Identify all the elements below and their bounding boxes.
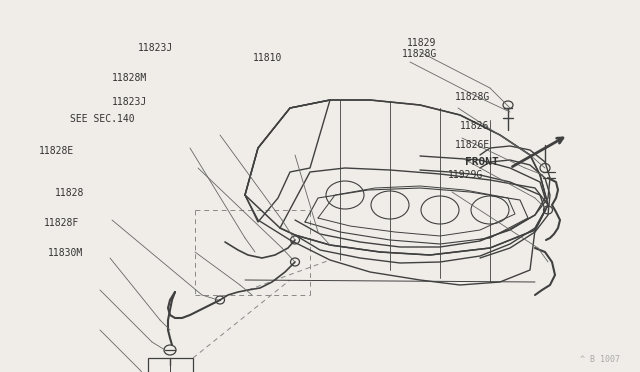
Text: 11829: 11829 xyxy=(406,38,436,48)
Text: 11828G: 11828G xyxy=(402,49,437,59)
Text: 11828G: 11828G xyxy=(454,92,490,102)
Text: 11828F: 11828F xyxy=(44,218,79,228)
Text: SEE SEC.140: SEE SEC.140 xyxy=(70,114,135,124)
Text: FRONT: FRONT xyxy=(465,157,499,167)
Text: 11929G: 11929G xyxy=(448,170,483,180)
Text: ^ B 1007: ^ B 1007 xyxy=(580,355,620,364)
Text: 11826E: 11826E xyxy=(454,140,490,150)
Bar xyxy=(148,358,193,372)
Text: 11810: 11810 xyxy=(253,53,282,62)
Text: 11828M: 11828M xyxy=(112,73,147,83)
Text: 11823J: 11823J xyxy=(112,97,147,107)
Text: 11826: 11826 xyxy=(460,122,489,131)
Text: 11828E: 11828E xyxy=(38,146,74,155)
Text: 11823J: 11823J xyxy=(138,44,173,53)
Text: 11828: 11828 xyxy=(54,189,84,198)
Text: 11830M: 11830M xyxy=(48,248,83,258)
